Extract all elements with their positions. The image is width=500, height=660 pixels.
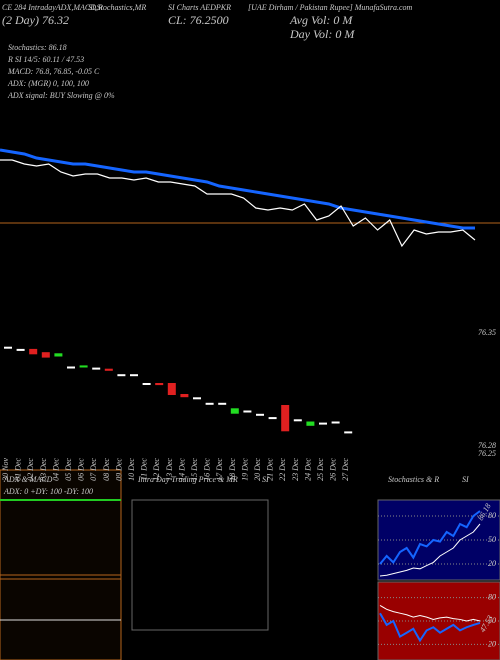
y-tick-label: 20 <box>488 639 496 648</box>
date-label: 25 Dec <box>316 458 325 481</box>
date-label: 08 Dec <box>102 458 111 481</box>
header: SI Charts AEDPKR <box>168 3 231 12</box>
readout: ADX: 0 +DY: 100 -DY: 100 <box>3 487 93 496</box>
candle <box>29 348 38 355</box>
panel-title: SI <box>462 475 469 484</box>
date-label: 02 Dec <box>26 458 35 481</box>
candle <box>293 419 302 422</box>
close: CL: 76.2500 <box>168 13 229 27</box>
avg-vol: Avg Vol: 0 M <box>289 13 353 27</box>
d-line <box>379 523 481 577</box>
candle <box>104 368 113 371</box>
candle <box>230 408 239 414</box>
candle <box>306 421 315 426</box>
stat: Stochastics: 86.18 <box>8 43 67 52</box>
day-vol: Day Vol: 0 M <box>289 27 355 41</box>
candle <box>193 397 201 400</box>
day: (2 Day) 76.32 <box>2 13 69 27</box>
candle <box>268 417 277 420</box>
candle <box>256 413 264 416</box>
date-label: 26 Dec <box>329 458 338 481</box>
candle <box>54 353 63 357</box>
date-label: 30 Nov <box>1 458 10 482</box>
stat: R SI 14/5: 60.11 / 47.53 <box>7 55 84 64</box>
candle <box>344 431 353 434</box>
candle <box>117 374 126 377</box>
mrsi-line <box>379 612 481 643</box>
y-tick-label: 50 <box>488 616 496 625</box>
candle <box>319 422 327 425</box>
date-label: 09 Dec <box>114 458 123 481</box>
date-label: 14 Dec <box>177 458 186 481</box>
candle <box>16 348 25 351</box>
y-tick-label: 80 <box>488 593 496 602</box>
date-label: 04 Dec <box>51 458 60 481</box>
date-label: 05 Dec <box>64 458 73 481</box>
candle <box>4 346 12 349</box>
date-label: 11 Dec <box>140 458 149 481</box>
candle <box>92 367 101 370</box>
candle <box>180 394 189 398</box>
header: SI,Stochastics,MR <box>88 3 146 12</box>
k-line <box>379 510 481 565</box>
panel-title: SI <box>262 475 269 484</box>
date-label: 15 Dec <box>190 458 199 481</box>
panel-title: ADX & MACD <box>3 475 53 484</box>
date-label: 12 Dec <box>152 458 161 481</box>
candle <box>67 366 75 369</box>
date-label: 10 Dec <box>127 458 136 481</box>
price-label: 76.25 <box>478 449 496 458</box>
date-label: 24 Dec <box>303 458 312 481</box>
date-label: 27 Dec <box>341 458 350 481</box>
candle <box>142 383 151 385</box>
candle <box>130 374 138 377</box>
date-label: 21 Dec <box>266 458 275 481</box>
candle <box>243 410 252 413</box>
price-label: 76.35 <box>478 328 496 337</box>
panel-title: Stochastics & R <box>388 475 439 484</box>
date-label: 20 Dec <box>253 458 262 481</box>
date-label: 03 Dec <box>39 458 48 481</box>
date-label: 23 Dec <box>291 458 300 481</box>
candle <box>218 402 227 405</box>
header: [UAE Dirham / Pakistan Rupee] MunafaSutr… <box>248 3 413 12</box>
average-line <box>0 148 475 230</box>
candle <box>155 383 164 386</box>
adx-frame <box>0 469 122 660</box>
date-label: 07 Dec <box>89 458 98 481</box>
price-line <box>0 159 476 248</box>
date-label: 19 Dec <box>240 458 249 481</box>
candle <box>41 352 50 358</box>
stat: ADX: (MGR) 0, 100, 100 <box>7 79 89 88</box>
date-label: 16 Dec <box>203 458 212 481</box>
price-label: 76.28 <box>478 441 496 450</box>
candle <box>167 383 176 395</box>
stat: ADX signal: BUY Slowing @ 0% <box>7 91 115 100</box>
candle <box>79 365 88 368</box>
date-label: 22 Dec <box>278 458 287 481</box>
candle <box>205 402 214 405</box>
candle <box>331 421 340 424</box>
y-tick-label: 20 <box>488 559 496 568</box>
header: CE 284 IntradayADX,MACD,R <box>2 3 103 12</box>
candle <box>281 405 290 432</box>
date-label: 18 Dec <box>228 458 237 481</box>
panel-title: Intra Day Trading Price & MR <box>137 475 238 484</box>
stat: MACD: 76.8, 76.85, -0.05 C <box>7 67 100 76</box>
date-label: 01 Dec <box>14 458 23 481</box>
date-label: 06 Dec <box>77 458 86 481</box>
date-label: 17 Dec <box>215 458 224 481</box>
date-label: 13 Dec <box>165 458 174 481</box>
rsi-line <box>379 604 481 622</box>
y-tick-label: 80 <box>488 511 496 520</box>
intraday-frame <box>131 499 269 631</box>
y-tick-label: 50 <box>488 535 496 544</box>
